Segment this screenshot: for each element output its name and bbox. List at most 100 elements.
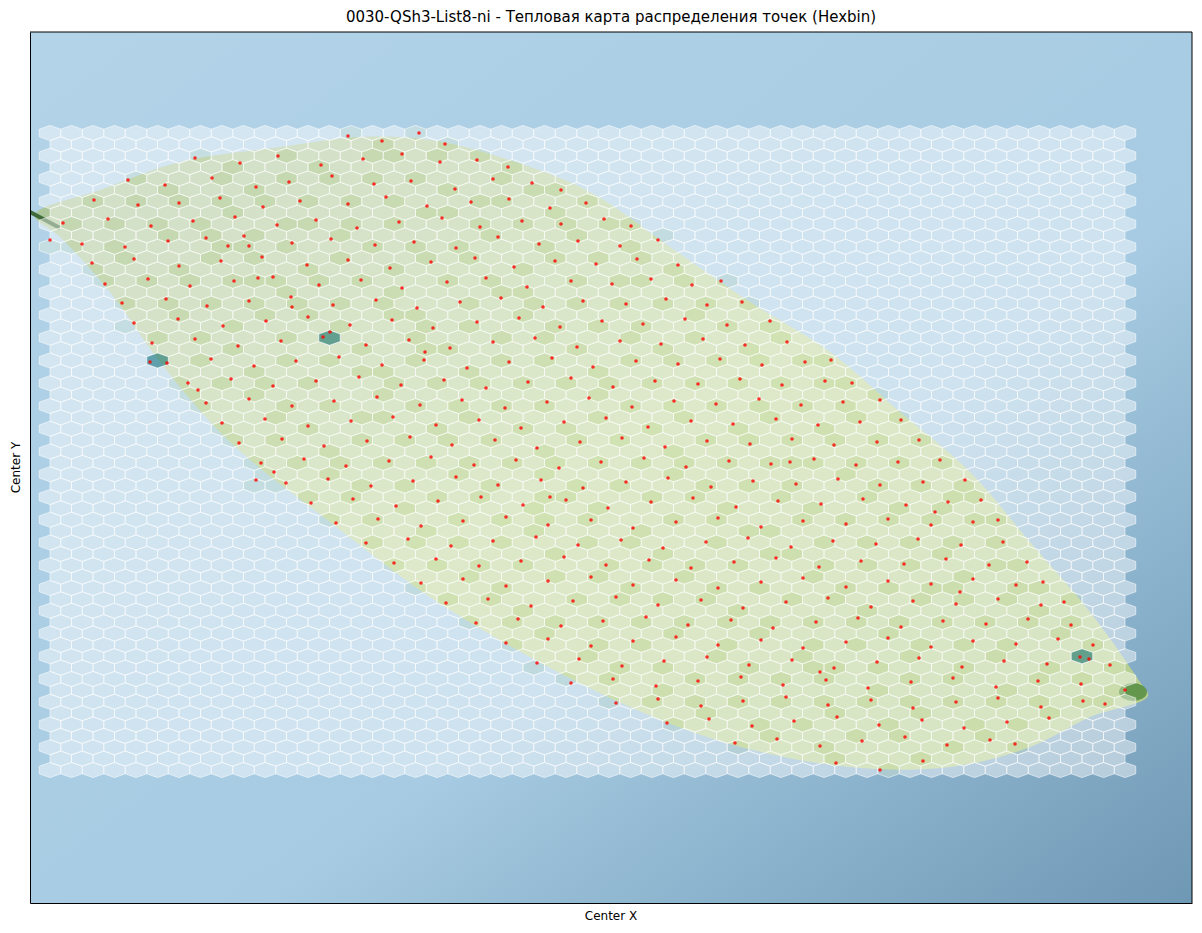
hex-cell	[50, 615, 72, 630]
hex-cell	[93, 728, 115, 743]
hex-cell	[201, 569, 223, 584]
hex-cell	[351, 751, 373, 766]
hex-cell	[50, 751, 72, 766]
hex-cell	[308, 706, 330, 721]
hex-cell	[695, 455, 717, 470]
hex-cell	[136, 524, 158, 539]
hex-cell	[50, 637, 72, 652]
hex-cell	[93, 524, 115, 539]
hex-cell	[244, 501, 266, 516]
hex-cell	[93, 546, 115, 561]
hex-cell	[72, 660, 94, 675]
hex-cell	[287, 569, 309, 584]
hex-cell	[394, 728, 416, 743]
hex-cell	[652, 751, 674, 766]
hex-cell	[136, 660, 158, 675]
hex-cell	[394, 751, 416, 766]
hex-cell	[93, 683, 115, 698]
hex-cell	[480, 751, 502, 766]
hex-cell	[50, 478, 72, 493]
hex-cell	[545, 706, 567, 721]
hex-cell	[502, 478, 524, 493]
hex-cell	[265, 728, 287, 743]
hex-cell	[308, 751, 330, 766]
hex-cell	[136, 296, 158, 311]
hex-cell	[545, 524, 567, 539]
hex-cell	[72, 637, 94, 652]
hex-cell	[330, 728, 352, 743]
hex-cell	[373, 728, 395, 743]
hex-cell	[158, 706, 180, 721]
hex-cell	[717, 478, 739, 493]
hex-cell	[437, 751, 459, 766]
hex-cell	[93, 137, 115, 152]
hex-cell	[72, 319, 94, 334]
hex-cell	[179, 751, 201, 766]
hex-cell	[480, 728, 502, 743]
hex-cell	[652, 319, 674, 334]
hex-cell	[265, 569, 287, 584]
hex-cell	[695, 728, 717, 743]
hex-cell	[158, 137, 180, 152]
hex-cell	[72, 455, 94, 470]
hex-cell	[717, 182, 739, 197]
hex-cell	[459, 273, 481, 288]
hex-cell	[179, 569, 201, 584]
plot-content	[30, 32, 1192, 903]
hex-cell	[50, 410, 72, 425]
hex-cell	[674, 160, 696, 175]
hex-cell	[244, 683, 266, 698]
hex-cell	[179, 546, 201, 561]
hex-cell	[566, 728, 588, 743]
hex-cell	[72, 615, 94, 630]
hex-cell	[222, 751, 244, 766]
hex-cell	[115, 501, 137, 516]
hex-cell	[373, 592, 395, 607]
hex-cell	[50, 296, 72, 311]
hex-cell	[287, 683, 309, 698]
hex-cell	[93, 455, 115, 470]
hex-cell	[201, 660, 223, 675]
hex-cell	[437, 637, 459, 652]
hex-cell	[717, 137, 739, 152]
hex-cell	[201, 478, 223, 493]
hex-cell	[158, 455, 180, 470]
hex-cell	[588, 296, 610, 311]
hex-cell	[459, 683, 481, 698]
hex-cell	[244, 569, 266, 584]
hex-cell	[523, 728, 545, 743]
hex-cell	[201, 706, 223, 721]
hex-cell	[695, 251, 717, 266]
hex-cell	[652, 182, 674, 197]
hex-cell	[588, 137, 610, 152]
hex-cell	[50, 342, 72, 357]
hex-cell	[416, 615, 438, 630]
hex-cell	[545, 137, 567, 152]
hex-cell	[201, 592, 223, 607]
hex-cell	[179, 478, 201, 493]
hex-cell	[351, 319, 373, 334]
hex-cell	[201, 455, 223, 470]
hex-cell	[674, 137, 696, 152]
hex-cell	[158, 660, 180, 675]
hex-cell	[308, 728, 330, 743]
hex-cell	[459, 728, 481, 743]
hex-cell	[373, 683, 395, 698]
hex-cell	[158, 410, 180, 425]
hex-cell	[566, 455, 588, 470]
hex-cell	[459, 660, 481, 675]
hex-cell	[459, 706, 481, 721]
hex-cell	[50, 569, 72, 584]
hex-cell	[136, 615, 158, 630]
hex-cell	[222, 137, 244, 152]
hex-cell	[631, 296, 653, 311]
hex-cell	[93, 706, 115, 721]
hex-cell	[373, 478, 395, 493]
hex-cell	[115, 706, 137, 721]
hex-cell	[287, 751, 309, 766]
hex-cell	[136, 728, 158, 743]
hex-cell	[351, 592, 373, 607]
hex-cell	[287, 546, 309, 561]
hex-cell	[115, 683, 137, 698]
hex-cell	[244, 706, 266, 721]
